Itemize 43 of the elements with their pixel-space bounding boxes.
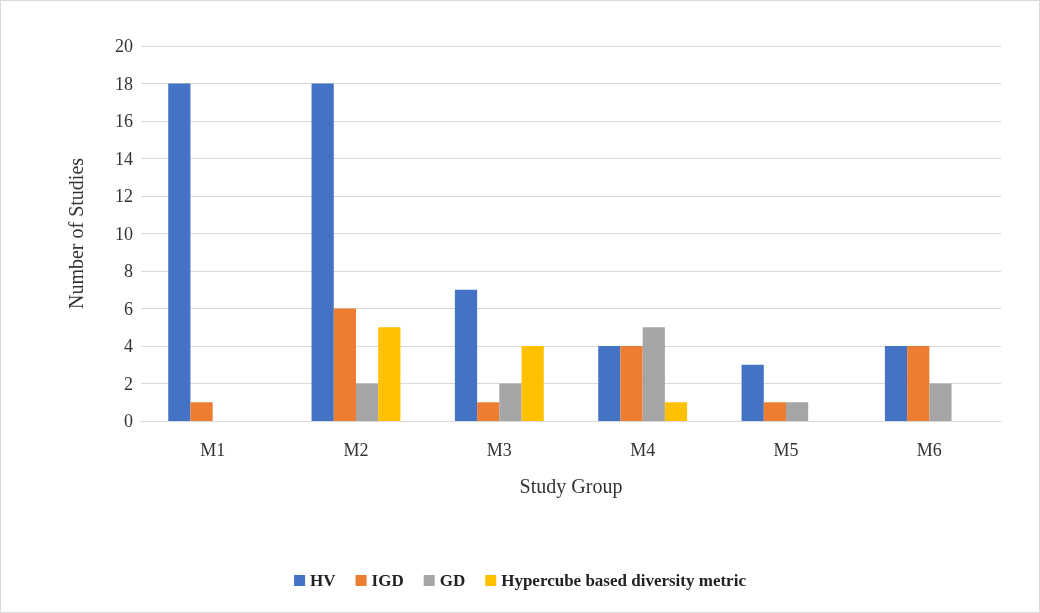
y-tick-label: 4 (124, 336, 133, 356)
x-tick-label: M3 (486, 440, 512, 460)
bar (763, 402, 786, 421)
bar (620, 346, 643, 421)
y-tick-label: 14 (115, 148, 133, 169)
y-tick-label: 16 (115, 111, 133, 131)
bar (378, 327, 401, 421)
x-tick-label: M1 (200, 440, 226, 460)
bar (741, 364, 764, 421)
bar (333, 308, 356, 421)
bar (311, 83, 334, 421)
y-tick-label: 12 (115, 186, 133, 206)
legend-label: HV (310, 571, 337, 590)
bar (521, 346, 544, 421)
x-tick-label: M4 (630, 440, 656, 460)
bar (664, 402, 688, 421)
bar (884, 346, 908, 421)
y-tick-label: 6 (124, 298, 133, 319)
y-tick-label: 10 (115, 223, 133, 244)
bar (929, 383, 952, 421)
bar (454, 289, 478, 421)
y-tick-label: 18 (115, 73, 133, 94)
legend-label: GD (439, 571, 466, 590)
bar (168, 83, 191, 421)
bar (907, 346, 930, 421)
bar (642, 327, 665, 421)
bar (477, 402, 500, 421)
legend-label: Hypercube based diversity metric (501, 571, 747, 590)
legend-label: IGD (371, 571, 404, 590)
x-tick-label: M6 (916, 440, 942, 460)
x-axis-title: Study Group (519, 475, 623, 498)
y-tick-label: 0 (124, 411, 133, 431)
y-axis-title: Number of Studies (65, 157, 87, 310)
x-tick-label: M2 (343, 440, 369, 460)
x-tick-label: M5 (773, 440, 799, 460)
y-tick-label: 8 (124, 261, 133, 281)
y-tick-label: 20 (115, 36, 133, 56)
y-tick-label: 2 (124, 373, 133, 394)
bar (598, 346, 621, 421)
bar (356, 383, 379, 421)
bar (786, 402, 809, 421)
bar (190, 402, 213, 421)
bar (499, 383, 522, 421)
